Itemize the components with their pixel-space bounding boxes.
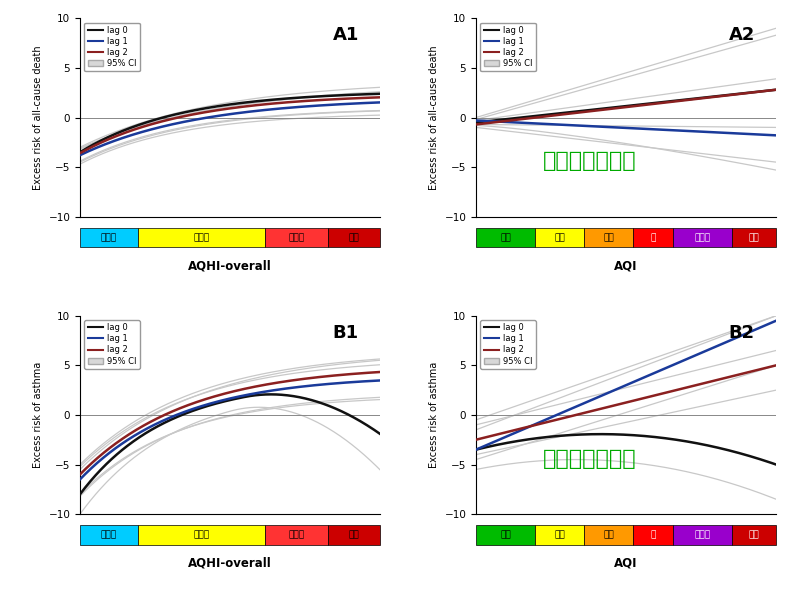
Text: 危害: 危害 <box>749 531 759 539</box>
FancyBboxPatch shape <box>80 525 138 545</box>
Text: AQI: AQI <box>614 557 638 570</box>
Text: AQHI-overall: AQHI-overall <box>188 557 272 570</box>
Y-axis label: Excess risk of asthma: Excess risk of asthma <box>429 362 439 468</box>
Text: B1: B1 <box>333 324 359 341</box>
Text: 良好: 良好 <box>500 233 511 242</box>
FancyBboxPatch shape <box>265 525 328 545</box>
Legend: lag 0, lag 1, lag 2, 95% CI: lag 0, lag 1, lag 2, 95% CI <box>480 23 535 72</box>
Text: 高風险: 高風险 <box>288 233 305 242</box>
Text: 中風险: 中風险 <box>193 233 210 242</box>
Text: 尚可: 尚可 <box>603 233 614 242</box>
Text: 高污染代表性差: 高污染代表性差 <box>543 151 637 171</box>
FancyBboxPatch shape <box>673 525 732 545</box>
Text: AQHI-overall: AQHI-overall <box>188 259 272 272</box>
Text: AQI: AQI <box>614 259 638 272</box>
Text: 高污染代表性差: 高污染代表性差 <box>543 449 637 469</box>
FancyBboxPatch shape <box>80 228 138 247</box>
FancyBboxPatch shape <box>634 525 673 545</box>
Legend: lag 0, lag 1, lag 2, 95% CI: lag 0, lag 1, lag 2, 95% CI <box>480 320 535 369</box>
Text: 低風险: 低風险 <box>101 531 117 539</box>
FancyBboxPatch shape <box>634 228 673 247</box>
Text: A2: A2 <box>729 26 755 44</box>
Text: 超高: 超高 <box>349 233 359 242</box>
Text: 非常差: 非常差 <box>694 233 710 242</box>
Legend: lag 0, lag 1, lag 2, 95% CI: lag 0, lag 1, lag 2, 95% CI <box>84 23 139 72</box>
Text: 低風险: 低風险 <box>101 233 117 242</box>
Y-axis label: Excess risk of asthma: Excess risk of asthma <box>33 362 43 468</box>
Text: 普通: 普通 <box>554 531 565 539</box>
FancyBboxPatch shape <box>732 228 776 247</box>
Legend: lag 0, lag 1, lag 2, 95% CI: lag 0, lag 1, lag 2, 95% CI <box>84 320 139 369</box>
Text: 危害: 危害 <box>749 233 759 242</box>
Text: 非常差: 非常差 <box>694 531 710 539</box>
FancyBboxPatch shape <box>535 525 584 545</box>
Y-axis label: Excess risk of all-cause death: Excess risk of all-cause death <box>429 45 439 190</box>
Text: 中風险: 中風险 <box>193 531 210 539</box>
FancyBboxPatch shape <box>584 228 634 247</box>
Text: 差: 差 <box>650 531 656 539</box>
Text: 良好: 良好 <box>500 531 511 539</box>
FancyBboxPatch shape <box>328 525 380 545</box>
FancyBboxPatch shape <box>328 228 380 247</box>
FancyBboxPatch shape <box>732 525 776 545</box>
Y-axis label: Excess risk of all-cause death: Excess risk of all-cause death <box>33 45 43 190</box>
Text: B2: B2 <box>729 324 755 341</box>
Text: 高風险: 高風险 <box>288 531 305 539</box>
Text: 差: 差 <box>650 233 656 242</box>
Text: 超高: 超高 <box>349 531 359 539</box>
FancyBboxPatch shape <box>265 228 328 247</box>
FancyBboxPatch shape <box>535 228 584 247</box>
Text: 普通: 普通 <box>554 233 565 242</box>
Text: A1: A1 <box>333 26 359 44</box>
FancyBboxPatch shape <box>138 525 265 545</box>
FancyBboxPatch shape <box>138 228 265 247</box>
FancyBboxPatch shape <box>476 525 535 545</box>
FancyBboxPatch shape <box>673 228 732 247</box>
Text: 尚可: 尚可 <box>603 531 614 539</box>
FancyBboxPatch shape <box>476 228 535 247</box>
FancyBboxPatch shape <box>584 525 634 545</box>
